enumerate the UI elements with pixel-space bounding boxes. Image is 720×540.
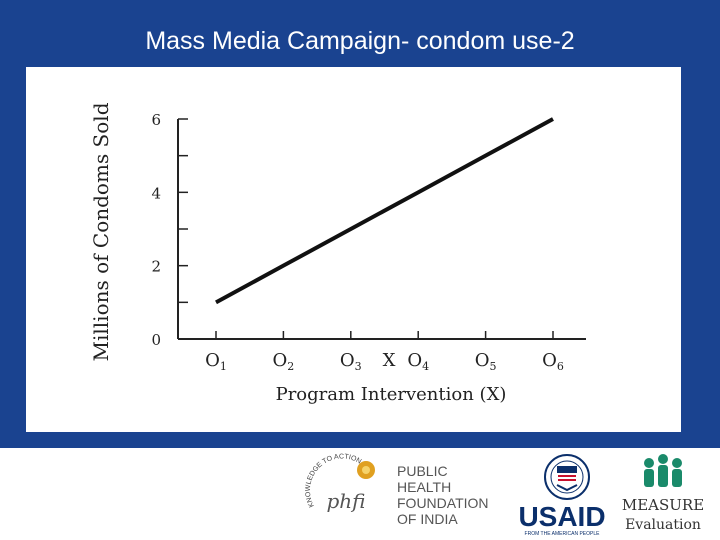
usaid-tagline: FROM THE AMERICAN PEOPLE — [525, 531, 601, 537]
x-tick-label: O4 — [407, 350, 429, 373]
phfi-line-4: OF INDIA — [397, 511, 458, 527]
series-line — [215, 117, 554, 305]
usaid-wordmark: USAID — [518, 501, 605, 532]
x-tick-label: O3 — [340, 350, 362, 373]
y-axis-label: Millions of Condoms Sold — [89, 102, 113, 361]
line-chart: Millions of Condoms Sold Program Interve… — [89, 102, 586, 405]
phfi-logo: KNOWLEDGE TO ACTION phfi PUBLIC HEALTH F… — [305, 453, 489, 527]
phfi-line-1: PUBLIC — [397, 463, 448, 479]
x-tick-label: O5 — [475, 350, 497, 373]
x-axis-label: Program Intervention (X) — [276, 384, 507, 405]
chart-panel: Millions of Condoms Sold Program Interve… — [26, 67, 681, 432]
phfi-line-2: HEALTH — [397, 479, 451, 495]
slide-title: Mass Media Campaign- condom use-2 — [145, 27, 575, 55]
phfi-mark: phfi — [326, 489, 365, 513]
logo-footer: KNOWLEDGE TO ACTION phfi PUBLIC HEALTH F… — [0, 448, 720, 540]
intervention-marker: X — [383, 350, 396, 371]
measure-name: MEASURE — [622, 496, 704, 514]
measure-sub: Evaluation — [625, 517, 701, 533]
sun-icon-center — [362, 466, 370, 474]
x-tick-label: O2 — [273, 350, 295, 373]
people-icon — [644, 454, 682, 487]
y-tick-label: 6 — [151, 111, 161, 129]
measure-logo: MEASURE Evaluation — [622, 454, 704, 533]
x-tick-label: O1 — [205, 350, 227, 373]
y-tick-label: 0 — [151, 331, 161, 349]
phfi-line-3: FOUNDATION — [397, 495, 489, 511]
y-tick-label: 2 — [151, 258, 161, 276]
y-tick-label: 4 — [151, 184, 161, 202]
x-tick-label: O6 — [542, 350, 564, 373]
usaid-logo: USAID FROM THE AMERICAN PEOPLE — [518, 454, 606, 537]
